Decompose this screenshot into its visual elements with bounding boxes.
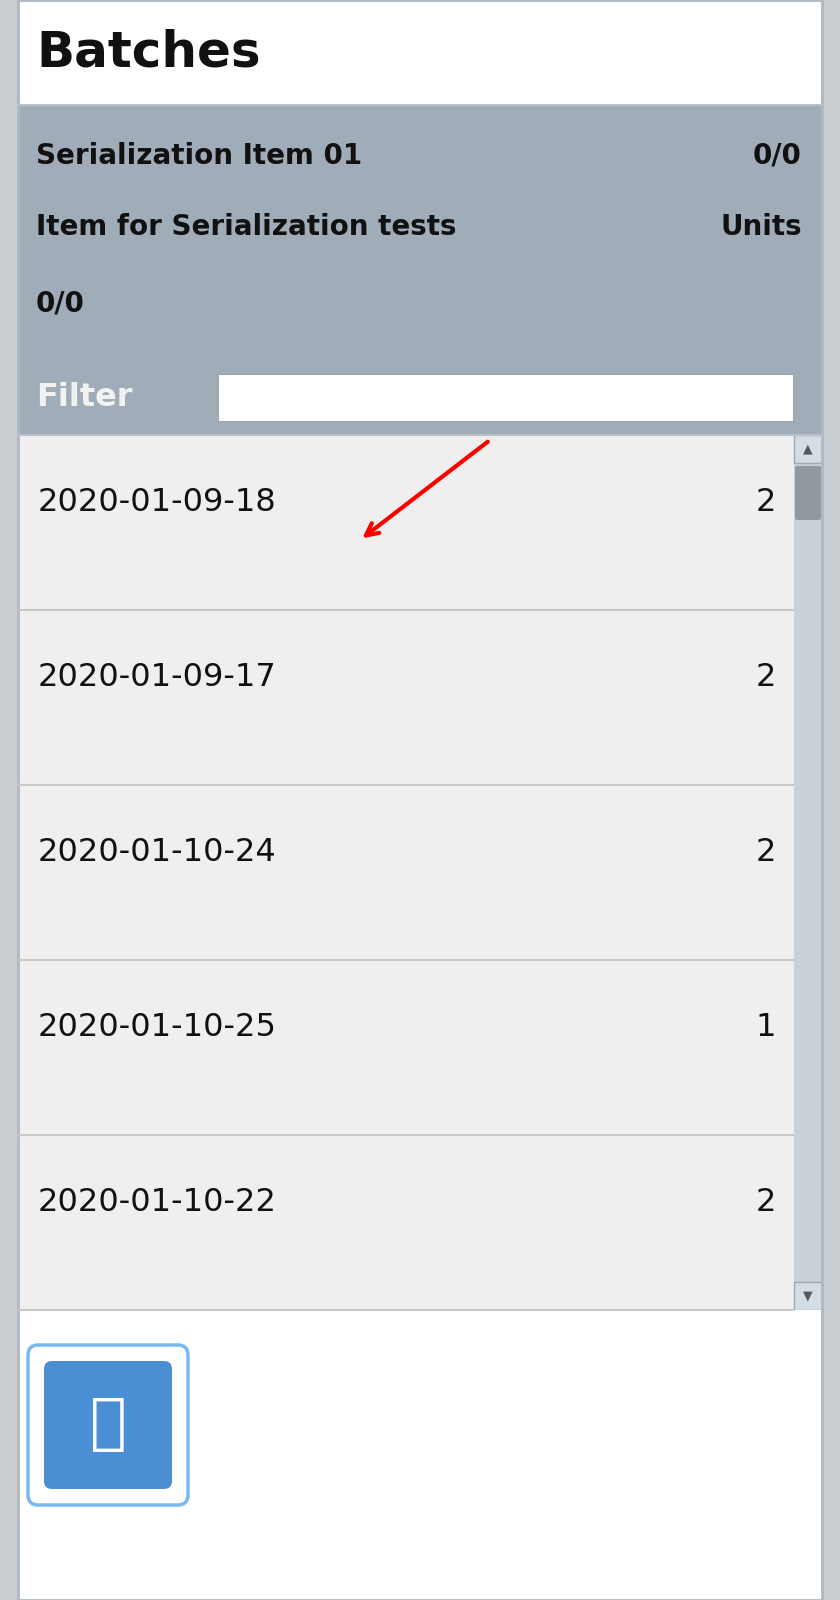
- FancyBboxPatch shape: [18, 0, 822, 106]
- Text: 2020-01-10-24: 2020-01-10-24: [38, 837, 276, 867]
- Text: Serialization Item 01: Serialization Item 01: [36, 142, 362, 170]
- Text: 0/0: 0/0: [753, 142, 802, 170]
- Text: Batches: Batches: [36, 29, 260, 77]
- Text: Units: Units: [721, 213, 802, 242]
- Text: 2: 2: [755, 662, 776, 693]
- Text: ⮌: ⮌: [90, 1395, 126, 1454]
- FancyBboxPatch shape: [794, 435, 822, 1310]
- FancyBboxPatch shape: [795, 466, 821, 520]
- FancyBboxPatch shape: [794, 1282, 822, 1310]
- FancyBboxPatch shape: [44, 1362, 172, 1490]
- FancyBboxPatch shape: [18, 435, 794, 1310]
- Text: 2020-01-10-22: 2020-01-10-22: [38, 1187, 277, 1218]
- Text: 2: 2: [755, 837, 776, 867]
- Text: ▼: ▼: [803, 1290, 813, 1302]
- FancyBboxPatch shape: [18, 1310, 822, 1600]
- FancyBboxPatch shape: [218, 373, 794, 421]
- Text: 2: 2: [755, 486, 776, 518]
- Text: 2: 2: [755, 1187, 776, 1218]
- Text: 2020-01-10-25: 2020-01-10-25: [38, 1013, 277, 1043]
- Text: 2020-01-09-18: 2020-01-09-18: [38, 486, 276, 518]
- FancyBboxPatch shape: [28, 1346, 188, 1506]
- Text: ▲: ▲: [803, 443, 813, 456]
- Text: 2020-01-09-17: 2020-01-09-17: [38, 662, 276, 693]
- FancyBboxPatch shape: [18, 360, 822, 435]
- Text: Item for Serialization tests: Item for Serialization tests: [36, 213, 456, 242]
- FancyBboxPatch shape: [18, 106, 822, 360]
- Text: Filter: Filter: [36, 382, 133, 413]
- Text: 1: 1: [755, 1013, 776, 1043]
- Text: 0/0: 0/0: [36, 290, 85, 318]
- FancyBboxPatch shape: [794, 435, 822, 462]
- FancyBboxPatch shape: [18, 0, 822, 1600]
